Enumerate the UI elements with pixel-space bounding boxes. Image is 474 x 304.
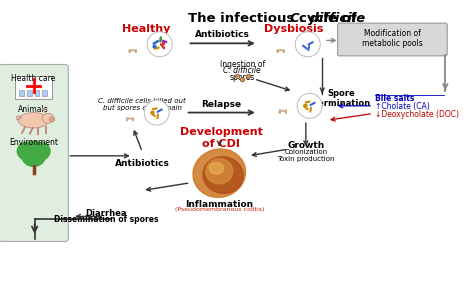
Ellipse shape: [18, 112, 49, 128]
FancyBboxPatch shape: [19, 91, 24, 96]
Circle shape: [18, 142, 35, 160]
Circle shape: [297, 93, 322, 118]
Ellipse shape: [193, 149, 246, 197]
Ellipse shape: [42, 113, 54, 123]
Text: Colonization
Toxin production: Colonization Toxin production: [277, 149, 335, 162]
FancyBboxPatch shape: [27, 91, 32, 96]
FancyBboxPatch shape: [15, 76, 52, 99]
FancyBboxPatch shape: [35, 91, 39, 96]
FancyBboxPatch shape: [337, 23, 447, 56]
Text: The infectious cycle of: The infectious cycle of: [188, 12, 361, 25]
Text: Dysbiosis: Dysbiosis: [264, 24, 323, 34]
Text: Modification of
metabolic pools: Modification of metabolic pools: [362, 29, 423, 48]
Text: spores: spores: [230, 73, 255, 82]
Text: ↑Cholate (CA): ↑Cholate (CA): [375, 102, 430, 111]
Text: Dissemination of spores: Dissemination of spores: [54, 216, 158, 224]
Text: C. difficile: C. difficile: [223, 66, 261, 75]
Text: Healthy: Healthy: [122, 24, 170, 34]
Text: ↓Deoxycholate (DOC): ↓Deoxycholate (DOC): [375, 110, 459, 119]
Circle shape: [147, 32, 172, 57]
Text: Environment: Environment: [9, 138, 58, 147]
Ellipse shape: [49, 117, 55, 122]
Ellipse shape: [209, 163, 224, 174]
Circle shape: [33, 142, 50, 160]
Text: Antibiotics: Antibiotics: [195, 30, 250, 40]
Text: C. difficile cells killed out
but spores can remain: C. difficile cells killed out but spores…: [99, 98, 186, 111]
Text: Inflammation: Inflammation: [185, 200, 253, 209]
Text: Animals: Animals: [18, 105, 49, 114]
Text: Health care: Health care: [11, 74, 56, 83]
Text: C. difficile: C. difficile: [291, 12, 366, 25]
Text: Relapse: Relapse: [201, 100, 241, 109]
Text: Growth: Growth: [287, 141, 325, 150]
Text: Development
of CDI: Development of CDI: [180, 127, 263, 149]
Text: Bile salts: Bile salts: [375, 94, 414, 103]
Circle shape: [144, 100, 169, 125]
Ellipse shape: [206, 159, 233, 184]
Text: Diarrhea: Diarrhea: [85, 209, 127, 218]
Circle shape: [21, 141, 46, 166]
Ellipse shape: [203, 157, 243, 193]
FancyBboxPatch shape: [0, 64, 68, 241]
Text: Ingestion of: Ingestion of: [220, 60, 265, 69]
FancyBboxPatch shape: [42, 91, 47, 96]
Text: Antibiotics: Antibiotics: [115, 159, 170, 168]
Text: Spore
germination: Spore germination: [312, 88, 371, 108]
Text: (Pseudomembranous colitis): (Pseudomembranous colitis): [174, 207, 264, 212]
Circle shape: [295, 32, 320, 57]
